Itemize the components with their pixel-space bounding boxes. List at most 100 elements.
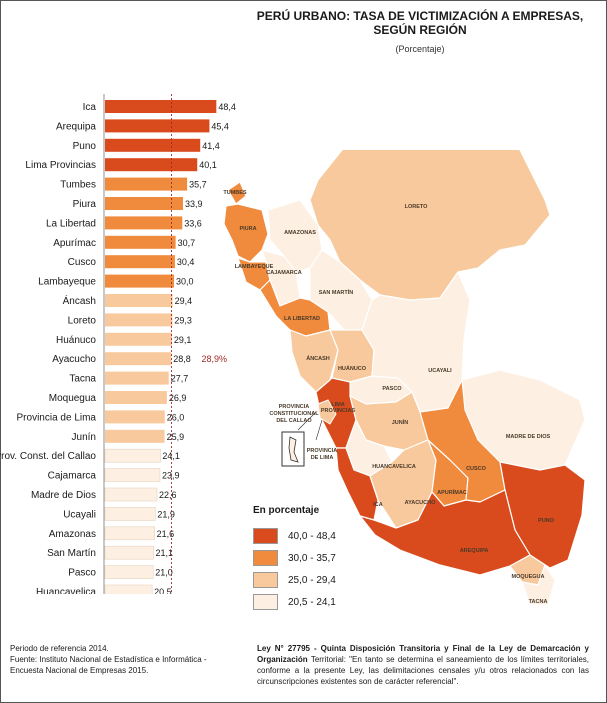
value-label: 48,4 xyxy=(218,102,236,112)
region-piura xyxy=(223,203,269,263)
category-label: Ucayali xyxy=(63,509,96,520)
value-label: 33,9 xyxy=(185,199,203,209)
region-provincia-de-lima xyxy=(317,399,337,425)
category-label: Huánuco xyxy=(56,335,96,346)
legend-item: 25,0 - 29,4 xyxy=(253,569,336,591)
bar xyxy=(105,119,210,133)
value-label: 28,8 xyxy=(173,354,191,364)
bar xyxy=(105,429,165,443)
map-label-callao-3: DEL CALLAO xyxy=(276,418,312,424)
region-tacna xyxy=(521,564,556,606)
map-label-cusco: CUSCO xyxy=(466,466,487,472)
value-label: 29,3 xyxy=(174,315,192,325)
map-label-callao-2: CONSTITUCIONAL xyxy=(269,411,319,417)
bar xyxy=(104,565,154,579)
category-label: Áncash xyxy=(63,294,96,307)
category-label: Cajamarca xyxy=(48,471,97,482)
map-label-lima-prov-2: DE LIMA xyxy=(311,455,334,461)
value-label: 21,9 xyxy=(157,509,175,519)
callao-leader-line xyxy=(297,411,317,431)
bar xyxy=(105,294,173,307)
map-label-huanuco: HUÁNUCO xyxy=(338,365,367,372)
bar xyxy=(105,138,201,152)
value-label: 30,7 xyxy=(178,238,196,248)
map-label-lambayeque: LAMBAYEQUE xyxy=(235,264,274,270)
category-label: Ica xyxy=(83,102,97,113)
map-label-piura: PIURA xyxy=(239,226,256,232)
category-label: Junín xyxy=(72,432,96,443)
peru-map: TUMBES PIURA LAMBAYEQUE AMAZONAS CAJAMAR… xyxy=(223,150,586,606)
map-label-ayacucho: AYACUCHO xyxy=(405,500,436,506)
value-label: 26,9 xyxy=(169,393,187,403)
map-label-lima-provincias-2: PROVINCIAS xyxy=(321,408,356,414)
map-legend: En porcentaje 40,0 - 48,4 30,0 - 35,7 25… xyxy=(253,505,336,613)
region-tumbes xyxy=(227,181,247,205)
category-label: Amazonas xyxy=(49,529,96,540)
map-label-moquegua: MOQUEGUA xyxy=(512,574,545,580)
bar xyxy=(105,410,165,424)
title-line-2: SEGÚN REGIÓN xyxy=(373,23,467,37)
value-label: 41,4 xyxy=(202,141,220,151)
value-label: 45,4 xyxy=(211,121,229,131)
footnote-source: Periodo de referencia 2014. Fuente: Inst… xyxy=(10,643,240,676)
title-line-1: PERÚ URBANO: TASA DE VICTIMIZACIÓN A EMP… xyxy=(256,9,584,23)
bar xyxy=(105,255,175,269)
value-label: 21,1 xyxy=(156,548,174,558)
value-label: 25,9 xyxy=(167,432,185,442)
value-label: 23,9 xyxy=(162,471,180,481)
legend-title: En porcentaje xyxy=(253,505,320,516)
map-label-apurimac: APURÍMAC xyxy=(437,488,467,496)
category-label: Loreto xyxy=(68,315,97,326)
bar xyxy=(105,235,176,249)
map-label-ucayali: UCAYALI xyxy=(428,368,452,374)
map-label-ica: ICA xyxy=(373,502,383,508)
value-label: 29,1 xyxy=(174,335,192,345)
bar xyxy=(104,526,155,541)
value-label: 21,0 xyxy=(155,568,173,578)
category-label: Lambayeque xyxy=(38,277,96,288)
map-label-junin: JUNÍN xyxy=(392,418,409,426)
bar xyxy=(104,448,161,463)
map-label-pasco: PASCO xyxy=(382,386,402,392)
chart-title: PERÚ URBANO: TASA DE VICTIMIZACIÓN A EMP… xyxy=(250,9,590,37)
category-label: Provincia de Lima xyxy=(17,412,97,423)
legend-swatch xyxy=(253,572,278,588)
bar xyxy=(105,332,172,346)
value-label: 20,5 xyxy=(154,587,172,594)
map-label-arequipa: AREQUIPA xyxy=(460,548,489,554)
legend-item: 30,0 - 35,7 xyxy=(253,547,336,569)
category-label: Pasco xyxy=(68,568,96,579)
category-label: Lima Provincias xyxy=(25,160,96,171)
bar xyxy=(105,274,174,288)
map-label-cajamarca: CAJAMARCA xyxy=(266,270,301,276)
map-label-puno: PUNO xyxy=(538,518,555,524)
legend-swatch xyxy=(253,528,278,544)
value-label: 22,6 xyxy=(159,490,177,500)
bar xyxy=(105,100,217,113)
legend-item: 40,0 - 48,4 xyxy=(253,525,336,547)
map-label-loreto: LORETO xyxy=(405,204,429,210)
legend-label: 40,0 - 48,4 xyxy=(288,530,336,542)
category-label: Puno xyxy=(73,141,97,152)
bar xyxy=(105,391,167,404)
category-label: Arequipa xyxy=(56,121,96,132)
map-label-madre-de-dios: MADRE DE DIOS xyxy=(506,434,551,440)
map-label-callao-1: PROVINCIA xyxy=(279,404,310,410)
map-label-la-libertad: LA LIBERTAD xyxy=(284,316,320,322)
value-label: 40,1 xyxy=(199,160,217,170)
map-label-tumbes: TUMBES xyxy=(223,190,247,196)
value-label: 30,0 xyxy=(176,277,194,287)
map-label-san-martin: SAN MARTÍN xyxy=(319,288,354,296)
map-label-lima-provincias-1: LIMA xyxy=(331,402,344,408)
category-label: Huancavelica xyxy=(36,587,96,594)
category-label: San Martín xyxy=(47,548,96,559)
category-label: Ayacucho xyxy=(52,354,96,365)
bar xyxy=(105,352,172,366)
average-label: 28,9% xyxy=(201,354,227,364)
map-label-ancash: ÁNCASH xyxy=(306,355,330,362)
footnote-source-line: Fuente: Instituto Nacional de Estadístic… xyxy=(10,655,207,664)
footnote-period: Periodo de referencia 2014. xyxy=(10,644,109,653)
legend-label: 30,0 - 35,7 xyxy=(288,552,336,564)
bar xyxy=(105,177,188,191)
category-label: Tacna xyxy=(69,374,96,385)
